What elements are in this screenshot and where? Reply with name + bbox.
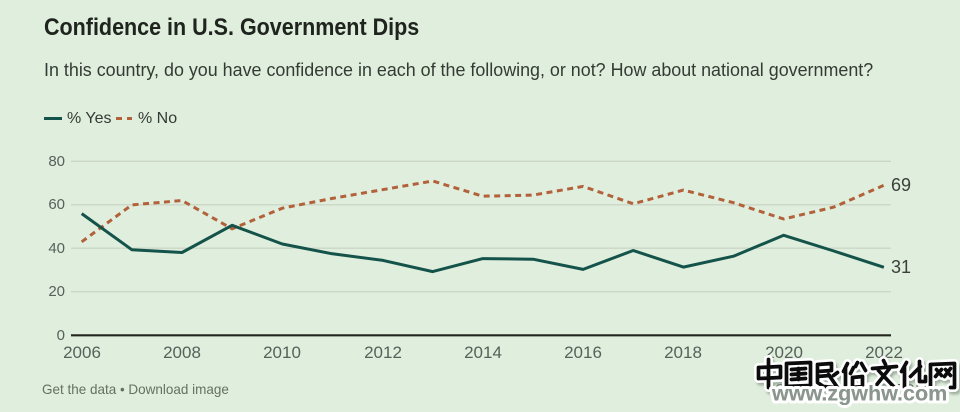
svg-text:www.zgwhw.com: www.zgwhw.com: [771, 382, 947, 406]
svg-text:www.zgwhw.com: www.zgwhw.com: [771, 382, 947, 406]
